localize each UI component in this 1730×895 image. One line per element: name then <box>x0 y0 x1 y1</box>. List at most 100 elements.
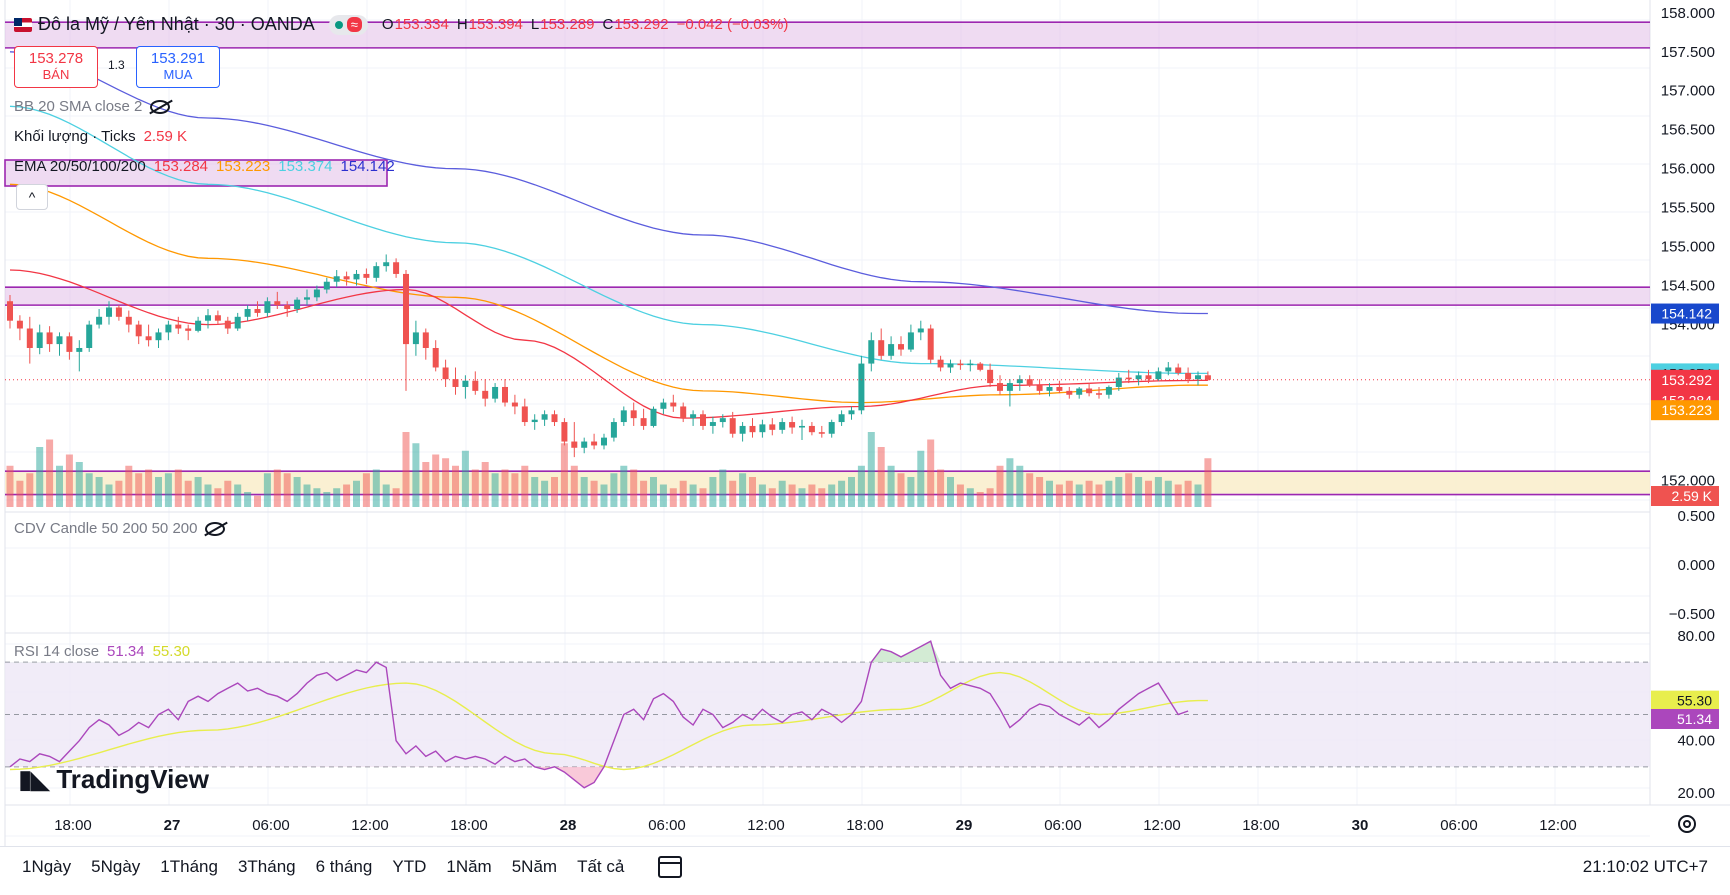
market-status-pill[interactable]: ≈ <box>328 14 368 35</box>
candle[interactable] <box>700 410 706 430</box>
candle[interactable] <box>719 414 726 428</box>
candle[interactable] <box>96 309 103 329</box>
candle[interactable] <box>878 328 885 360</box>
candle[interactable] <box>195 316 202 333</box>
range-button[interactable]: 1Năm <box>446 856 492 876</box>
candle[interactable] <box>769 418 776 436</box>
candle[interactable] <box>917 320 924 341</box>
candle[interactable] <box>779 418 786 434</box>
candle[interactable] <box>294 297 301 313</box>
candle[interactable] <box>185 324 192 341</box>
candle[interactable] <box>502 379 508 407</box>
symbol-header[interactable]: Đô la Mỹ / Yên Nhật · 30 · OANDA ≈ O153.… <box>14 14 788 35</box>
candle[interactable] <box>818 425 825 438</box>
candle[interactable] <box>1115 372 1122 391</box>
candle[interactable] <box>1175 363 1182 376</box>
range-button[interactable]: 5Ngày <box>91 856 141 876</box>
candle[interactable] <box>343 271 350 286</box>
range-button[interactable]: YTD <box>392 856 427 876</box>
candle[interactable] <box>987 363 994 387</box>
candle[interactable] <box>1105 385 1112 399</box>
candle[interactable] <box>472 371 479 395</box>
candle[interactable] <box>581 437 588 454</box>
candle[interactable] <box>363 268 370 285</box>
candle[interactable] <box>967 359 974 372</box>
candle[interactable] <box>304 289 310 306</box>
settings-gear-icon[interactable] <box>1678 815 1696 833</box>
buy-button[interactable]: 153.291 MUA <box>136 46 220 88</box>
candle[interactable] <box>591 433 598 450</box>
candle[interactable] <box>175 316 182 334</box>
candle[interactable] <box>640 408 647 430</box>
candle[interactable] <box>333 270 340 288</box>
candle[interactable] <box>442 359 449 387</box>
candle[interactable] <box>1076 386 1083 399</box>
candle[interactable] <box>1155 367 1162 381</box>
candle[interactable] <box>898 336 904 356</box>
candle[interactable] <box>482 379 489 407</box>
candle[interactable] <box>561 418 568 446</box>
candle[interactable] <box>838 410 845 426</box>
candle[interactable] <box>1195 371 1201 386</box>
clock[interactable]: 21:10:02 UTC+7 <box>1582 857 1708 876</box>
candle[interactable] <box>16 315 23 341</box>
candle[interactable] <box>1204 371 1211 381</box>
candle[interactable] <box>709 416 716 434</box>
candle[interactable] <box>680 402 687 423</box>
candle[interactable] <box>125 310 132 333</box>
candle[interactable] <box>828 419 835 438</box>
candle[interactable] <box>254 301 261 317</box>
candle[interactable] <box>1096 386 1102 399</box>
range-button[interactable]: 5Năm <box>511 856 558 876</box>
candle[interactable] <box>155 328 162 348</box>
candle[interactable] <box>1046 383 1053 397</box>
candle[interactable] <box>571 422 578 458</box>
candle[interactable] <box>551 410 558 426</box>
candle[interactable] <box>977 362 984 372</box>
candle[interactable] <box>531 414 538 430</box>
indicator-rsi[interactable]: RSI 14 close 51.34 55.30 <box>14 643 190 660</box>
candle[interactable] <box>145 324 152 347</box>
candle[interactable] <box>46 326 53 352</box>
candle[interactable] <box>997 375 1003 395</box>
candle[interactable] <box>907 324 914 352</box>
candle[interactable] <box>106 301 112 325</box>
range-button[interactable]: Tất cả <box>577 856 625 876</box>
collapse-legend-button[interactable]: ^ <box>16 184 48 210</box>
candle[interactable] <box>56 332 63 356</box>
candle[interactable] <box>1125 369 1132 384</box>
chart-canvas[interactable]: 158.000 157.500 157.000 156.500 156.000 155.5… <box>0 0 1730 846</box>
candle[interactable] <box>205 309 211 329</box>
candle[interactable] <box>1036 379 1043 395</box>
candlesticks[interactable] <box>7 254 1211 458</box>
indicator-volume[interactable]: Khối lượng · Ticks 2.59 K <box>14 128 187 145</box>
price-axis[interactable]: 158.000 157.500 157.000 156.500 156.000 155.5… <box>1651 5 1719 506</box>
candle[interactable] <box>521 398 528 426</box>
candle[interactable] <box>284 301 291 317</box>
candle[interactable] <box>492 383 499 403</box>
candle[interactable] <box>630 402 637 426</box>
candle[interactable] <box>66 332 73 360</box>
candle[interactable] <box>729 411 736 438</box>
candle[interactable] <box>848 406 855 420</box>
candle[interactable] <box>610 418 617 442</box>
candle[interactable] <box>947 359 954 373</box>
candle[interactable] <box>937 355 944 372</box>
candle[interactable] <box>1185 367 1192 384</box>
candle[interactable] <box>234 312 241 331</box>
candle[interactable] <box>690 410 697 426</box>
range-button[interactable]: 3Tháng <box>237 856 296 876</box>
range-button[interactable]: 1Tháng <box>160 856 218 876</box>
candle[interactable] <box>1026 375 1033 387</box>
candle[interactable] <box>274 291 281 310</box>
candle[interactable] <box>511 394 518 415</box>
candle[interactable] <box>452 367 459 395</box>
range-button[interactable]: 1Ngày <box>22 856 72 876</box>
indicator-bb[interactable]: BB 20 SMA close 2 <box>14 98 171 115</box>
candle[interactable] <box>403 270 409 391</box>
candle[interactable] <box>1145 369 1152 384</box>
indicator-ema[interactable]: EMA 20/50/100/200 153.284 153.223 153.37… <box>14 158 395 175</box>
date-range-calendar-icon[interactable] <box>658 855 683 878</box>
range-button[interactable]: 6 tháng <box>315 856 373 876</box>
candle[interactable] <box>1165 362 1172 376</box>
